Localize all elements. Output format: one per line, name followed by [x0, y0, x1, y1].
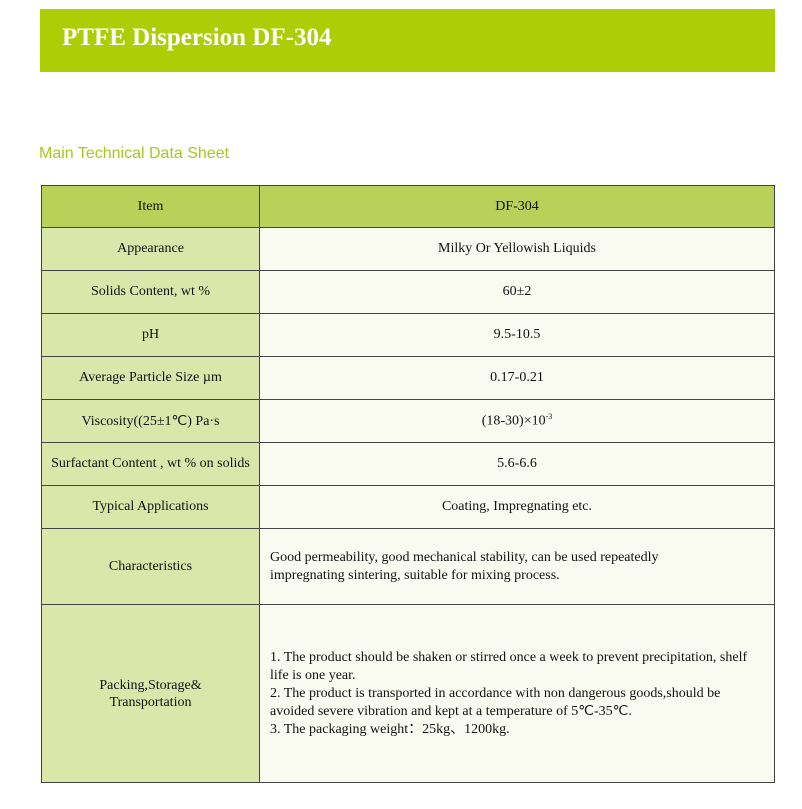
table-row: Average Particle Size µm 0.17-0.21 — [41, 356, 775, 400]
row-label: Typical Applications — [41, 485, 260, 529]
table-row: Solids Content, wt % 60±2 — [41, 270, 775, 314]
data-sheet-table: Item DF-304 Appearance Milky Or Yellowish… — [41, 185, 775, 783]
table-row: Characteristics Good permeability, good m… — [41, 528, 775, 605]
packing-line: 3. The packaging weight：25kg、1200kg. — [270, 721, 510, 737]
packing-line: 2. The product is transported in accorda… — [270, 685, 721, 719]
page-title: PTFE Dispersion DF-304 — [62, 24, 332, 51]
packing-label: Packing,Storage& Transportation — [99, 677, 202, 710]
table-row: Packing,Storage& Transportation 1. The p… — [41, 604, 775, 783]
row-label: Packing,Storage& Transportation — [41, 604, 260, 783]
table-header-row: Item DF-304 — [41, 185, 775, 228]
title-banner: PTFE Dispersion DF-304 — [40, 9, 775, 72]
table-row: pH 9.5-10.5 — [41, 313, 775, 357]
row-label: pH — [41, 313, 260, 357]
table-row: Surfactant Content , wt % on solids 5.6-6… — [41, 442, 775, 486]
table-row: Typical Applications Coating, Impregnatin… — [41, 485, 775, 529]
row-value: 0.17-0.21 — [259, 356, 775, 400]
viscosity-value: (18-30)×10 — [481, 413, 546, 429]
row-label: Average Particle Size µm — [41, 356, 260, 400]
packing-line: 1. The product should be shaken or stirr… — [270, 649, 748, 683]
row-value: 9.5-10.5 — [259, 313, 775, 357]
row-value: (18-30)×10-3 — [259, 399, 775, 443]
row-value: 5.6-6.6 — [259, 442, 775, 486]
table-row: Appearance Milky Or Yellowish Liquids — [41, 227, 775, 271]
viscosity-exponent: -3 — [545, 412, 553, 422]
row-value: Coating, Impregnating etc. — [259, 485, 775, 529]
row-value: Good permeability, good mechanical stabi… — [259, 528, 775, 605]
characteristics-text: Good permeability, good mechanical stabi… — [270, 549, 659, 583]
row-value: 60±2 — [259, 270, 775, 314]
table-row: Viscosity((25±1℃) Pa·s (18-30)×10-3 — [41, 399, 775, 443]
row-label: Surfactant Content , wt % on solids — [41, 442, 260, 486]
row-label: Appearance — [41, 227, 260, 271]
row-value: 1. The product should be shaken or stirr… — [259, 604, 775, 783]
row-label: Viscosity((25±1℃) Pa·s — [41, 399, 260, 443]
row-label: Characteristics — [41, 528, 260, 605]
row-value: Milky Or Yellowish Liquids — [259, 227, 775, 271]
header-item: Item — [41, 185, 260, 228]
section-title: Main Technical Data Sheet — [39, 145, 230, 162]
header-value: DF-304 — [259, 185, 775, 228]
row-label: Solids Content, wt % — [41, 270, 260, 314]
